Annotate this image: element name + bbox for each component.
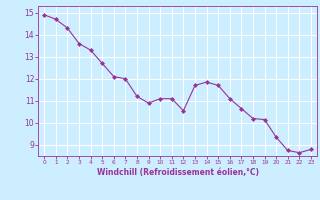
X-axis label: Windchill (Refroidissement éolien,°C): Windchill (Refroidissement éolien,°C) [97, 168, 259, 177]
